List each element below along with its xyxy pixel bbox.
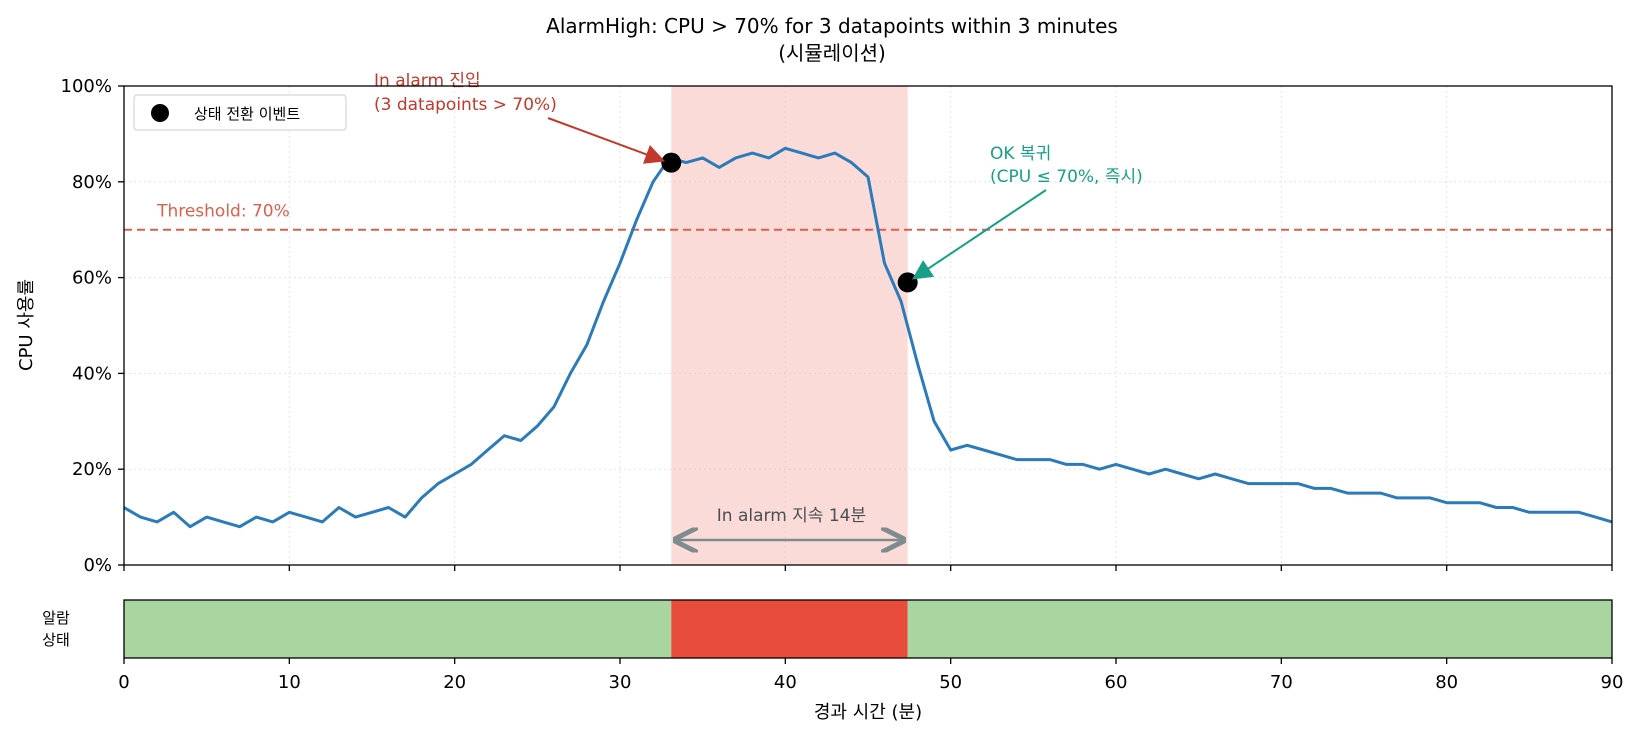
- x-axis-label: 경과 시간 (분): [814, 702, 922, 723]
- series-line-cpu: [123, 146, 1613, 529]
- x-tick-label: 0: [118, 672, 129, 693]
- y-tick-label: 60%: [72, 268, 112, 289]
- x-tick-label: 10: [278, 672, 301, 693]
- x-axis-ticks-main: [123, 565, 1613, 571]
- ok-annotation-line1: OK 복귀: [990, 144, 1051, 164]
- x-tick-label: 30: [609, 672, 632, 693]
- y-tick-label: 0%: [83, 555, 112, 576]
- state-segment-alarm: [671, 600, 908, 658]
- legend: 상태 전환 이벤트: [133, 94, 347, 131]
- entry-annotation-arrow: [547, 117, 666, 164]
- event-marker-alarm-entry: [661, 152, 682, 173]
- threshold-label: Threshold: 70%: [156, 202, 290, 222]
- state-bar-label-line2: 상태: [42, 631, 70, 649]
- event-marker-ok-return: [897, 272, 918, 293]
- y-tick-label: 40%: [72, 363, 112, 384]
- alarm-window-shading: [671, 86, 908, 565]
- y-axis-label: CPU 사용률: [16, 279, 37, 371]
- alarm-state-bar: [124, 600, 1612, 658]
- chart-subtitle: (시뮬레이션): [778, 41, 886, 65]
- x-tick-label: 80: [1435, 672, 1458, 693]
- entry-annotation-line1: In alarm 진입: [374, 71, 481, 91]
- state-segment-ok: [907, 600, 1612, 658]
- y-tick-label: 80%: [72, 172, 112, 193]
- x-tick-label: 60: [1105, 672, 1128, 693]
- y-axis-ticks: 0% 20% 40% 60% 80% 100%: [61, 76, 124, 576]
- legend-label: 상태 전환 이벤트: [194, 105, 300, 123]
- state-bar-frame: [123, 599, 1613, 659]
- x-tick-label: 50: [939, 672, 962, 693]
- state-bar-label-line1: 알람: [42, 609, 70, 627]
- chart-title: AlarmHigh: CPU > 70% for 3 datapoints wi…: [546, 14, 1118, 38]
- legend-box: [133, 94, 347, 131]
- state-segment-ok: [124, 600, 672, 658]
- x-tick-label: 20: [443, 672, 466, 693]
- y-tick-label: 20%: [72, 459, 112, 480]
- x-tick-label: 40: [774, 672, 797, 693]
- legend-marker: [151, 104, 169, 122]
- main-axes-frame: [123, 85, 1613, 566]
- ok-annotation-line2: (CPU ≤ 70%, 즉시): [990, 167, 1143, 187]
- x-tick-label: 90: [1601, 672, 1624, 693]
- x-axis-ticks: 0 10 20 30 40 50 60 70 80 90: [118, 658, 1623, 693]
- x-tick-label: 70: [1270, 672, 1293, 693]
- entry-annotation-line2: (3 datapoints > 70%): [374, 95, 557, 115]
- y-tick-label: 100%: [61, 76, 112, 97]
- ok-annotation-arrow: [912, 189, 1047, 280]
- duration-label: In alarm 지속 14분: [717, 506, 866, 526]
